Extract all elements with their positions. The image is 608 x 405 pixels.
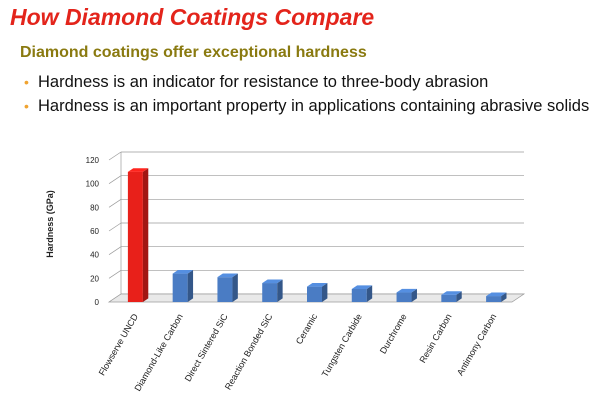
bar-front xyxy=(351,288,367,302)
bar-side xyxy=(322,283,328,302)
bar-side xyxy=(411,288,417,302)
bar-front xyxy=(217,277,233,302)
bar-top xyxy=(217,273,238,278)
bar-side xyxy=(142,168,149,302)
x-tick-label: Diamond-Like Carbon xyxy=(132,312,184,393)
bar xyxy=(307,283,328,302)
bar-front xyxy=(307,286,322,302)
bullet-item: • Hardness is an important property in ap… xyxy=(24,96,600,117)
x-tick-label: Antimony Carbon xyxy=(455,312,498,377)
bar-front xyxy=(486,296,502,302)
bar xyxy=(351,285,373,302)
bar xyxy=(172,270,194,302)
gridline-depth xyxy=(108,246,122,255)
y-tick-label: 60 xyxy=(90,227,99,236)
bar-side xyxy=(366,285,373,302)
bar-side xyxy=(277,279,283,302)
y-axis-title: Hardness (GPa) xyxy=(45,190,55,258)
bar-front xyxy=(127,171,143,302)
bar-top xyxy=(172,270,194,274)
gridline-depth xyxy=(108,270,122,279)
bar xyxy=(217,273,238,302)
bar xyxy=(486,292,507,302)
bar-top xyxy=(486,292,507,297)
y-tick-label: 0 xyxy=(95,298,100,307)
bar-front xyxy=(262,283,278,302)
x-tick-label: Reaction Bonded SiC xyxy=(223,312,275,392)
y-tick-label: 120 xyxy=(86,156,100,165)
x-tick-label: Tungsten Carbide xyxy=(320,312,364,379)
bar-top xyxy=(262,279,283,284)
slide-subtitle: Diamond coatings offer exceptional hardn… xyxy=(20,44,367,61)
y-tick-label: 80 xyxy=(90,203,99,212)
bar-side xyxy=(232,273,238,302)
x-tick-label: Direct Sintered SiC xyxy=(183,312,230,384)
gridline-depth xyxy=(108,175,122,184)
x-tick-label: Resin Carbon xyxy=(417,312,453,365)
bar-side xyxy=(456,291,462,302)
gridline-depth xyxy=(108,222,122,232)
y-tick-label: 20 xyxy=(90,274,99,283)
bullet-item: • Hardness is an indicator for resistance… xyxy=(24,72,600,93)
hardness-bar-chart: Hardness (GPa) 0 20 40 60 80 100 120 Flowserve … xyxy=(45,151,526,393)
gridline-depth xyxy=(108,151,122,161)
bar-top xyxy=(396,288,417,293)
x-tick-label: Ceramic xyxy=(294,312,320,346)
bar xyxy=(396,288,417,302)
bullet-text: Hardness is an indicator for resistance … xyxy=(38,73,489,91)
bullet-list: • Hardness is an indicator for resistance… xyxy=(24,72,600,120)
bar-top xyxy=(307,283,328,287)
gridline-depth xyxy=(108,199,122,208)
slide-title: How Diamond Coatings Compare xyxy=(10,4,375,30)
bullet-icon: • xyxy=(24,98,29,114)
bar-front xyxy=(396,292,412,302)
bar xyxy=(441,291,462,302)
bar-front xyxy=(172,273,188,302)
bar xyxy=(127,168,149,302)
bar-front xyxy=(441,294,457,302)
y-tick-label: 100 xyxy=(86,180,100,189)
bar-side xyxy=(501,292,507,302)
bar-top xyxy=(441,291,462,295)
bullet-text: Hardness is an important property in app… xyxy=(38,97,590,115)
bar xyxy=(262,279,283,302)
bullet-icon: • xyxy=(24,74,29,90)
x-tick-label: Durchrome xyxy=(378,312,409,356)
y-tick-label: 40 xyxy=(90,251,99,260)
x-tick-label: Flowserve UNCD xyxy=(97,312,141,378)
bar-top xyxy=(127,168,149,172)
bar-side xyxy=(187,270,194,302)
bar-top xyxy=(351,285,373,289)
